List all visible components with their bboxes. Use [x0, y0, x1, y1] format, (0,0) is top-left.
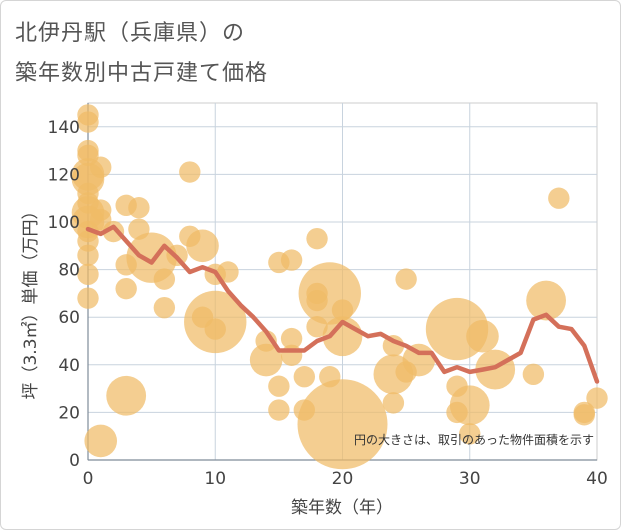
- data-bubble: [306, 227, 328, 250]
- x-tick-label: 20: [332, 469, 354, 489]
- data-bubble: [106, 375, 147, 416]
- y-tick-label: 140: [48, 118, 80, 138]
- data-bubble: [548, 187, 570, 209]
- data-bubble: [297, 379, 388, 470]
- y-tick-label: 0: [69, 451, 80, 471]
- y-tick-labels: 0 20 40 60 80 100 120 140: [48, 118, 80, 471]
- data-bubble: [522, 363, 545, 386]
- data-bubble: [128, 197, 150, 219]
- trend-line-layer: [85, 224, 600, 384]
- x-tick-label: 10: [204, 469, 226, 489]
- data-bubble: [331, 299, 354, 321]
- data-bubble: [449, 385, 490, 426]
- data-bubble: [459, 423, 481, 445]
- data-bubble: [77, 287, 99, 309]
- chart-title-line2: 築年数別中古戸建て価格: [15, 61, 269, 86]
- y-tick-label: 20: [58, 403, 80, 423]
- y-tick-label: 60: [58, 308, 80, 328]
- data-bubble: [84, 424, 118, 458]
- chart-title-line1: 北伊丹駅（兵庫県）の: [15, 21, 246, 46]
- data-bubble: [280, 344, 303, 366]
- data-bubble: [153, 268, 176, 290]
- x-tick-label: 40: [586, 469, 608, 489]
- data-bubble: [90, 156, 112, 178]
- data-bubble: [77, 263, 99, 286]
- data-bubble: [179, 161, 201, 183]
- x-axis-label: 築年数（年）: [291, 498, 393, 518]
- data-bubble: [153, 296, 176, 319]
- data-bubble: [249, 343, 283, 377]
- average-price-line: [85, 224, 600, 384]
- data-bubble: [268, 375, 290, 397]
- data-bubble: [204, 318, 226, 340]
- data-bubble: [573, 404, 595, 426]
- data-bubble: [77, 244, 99, 267]
- data-bubble: [77, 111, 99, 133]
- y-axis-label: 坪（3.3㎡）単価（万円）: [21, 202, 41, 399]
- size-note: 円の大きさは、取引のあった物件面積を示す: [354, 432, 594, 447]
- data-bubble: [268, 399, 290, 421]
- data-bubble: [395, 268, 417, 290]
- x-tick-labels: 0 10 20 30 40: [83, 469, 608, 489]
- data-bubble: [217, 261, 239, 283]
- data-bubble: [280, 249, 303, 271]
- y-tick-label: 120: [48, 165, 80, 185]
- data-bubble: [115, 277, 137, 300]
- x-tick-label: 30: [459, 469, 481, 489]
- y-tick-label: 80: [58, 261, 80, 281]
- data-bubble: [466, 319, 499, 353]
- data-bubble: [382, 392, 405, 414]
- x-tick-label: 0: [83, 469, 94, 489]
- y-tick-label: 40: [58, 356, 80, 376]
- data-bubble: [186, 229, 219, 263]
- data-bubble: [293, 366, 316, 388]
- data-bubble: [280, 327, 303, 350]
- y-tick-label: 100: [48, 213, 80, 233]
- data-bubble: [102, 220, 125, 243]
- data-bubble: [586, 387, 608, 409]
- data-bubble: [526, 280, 566, 321]
